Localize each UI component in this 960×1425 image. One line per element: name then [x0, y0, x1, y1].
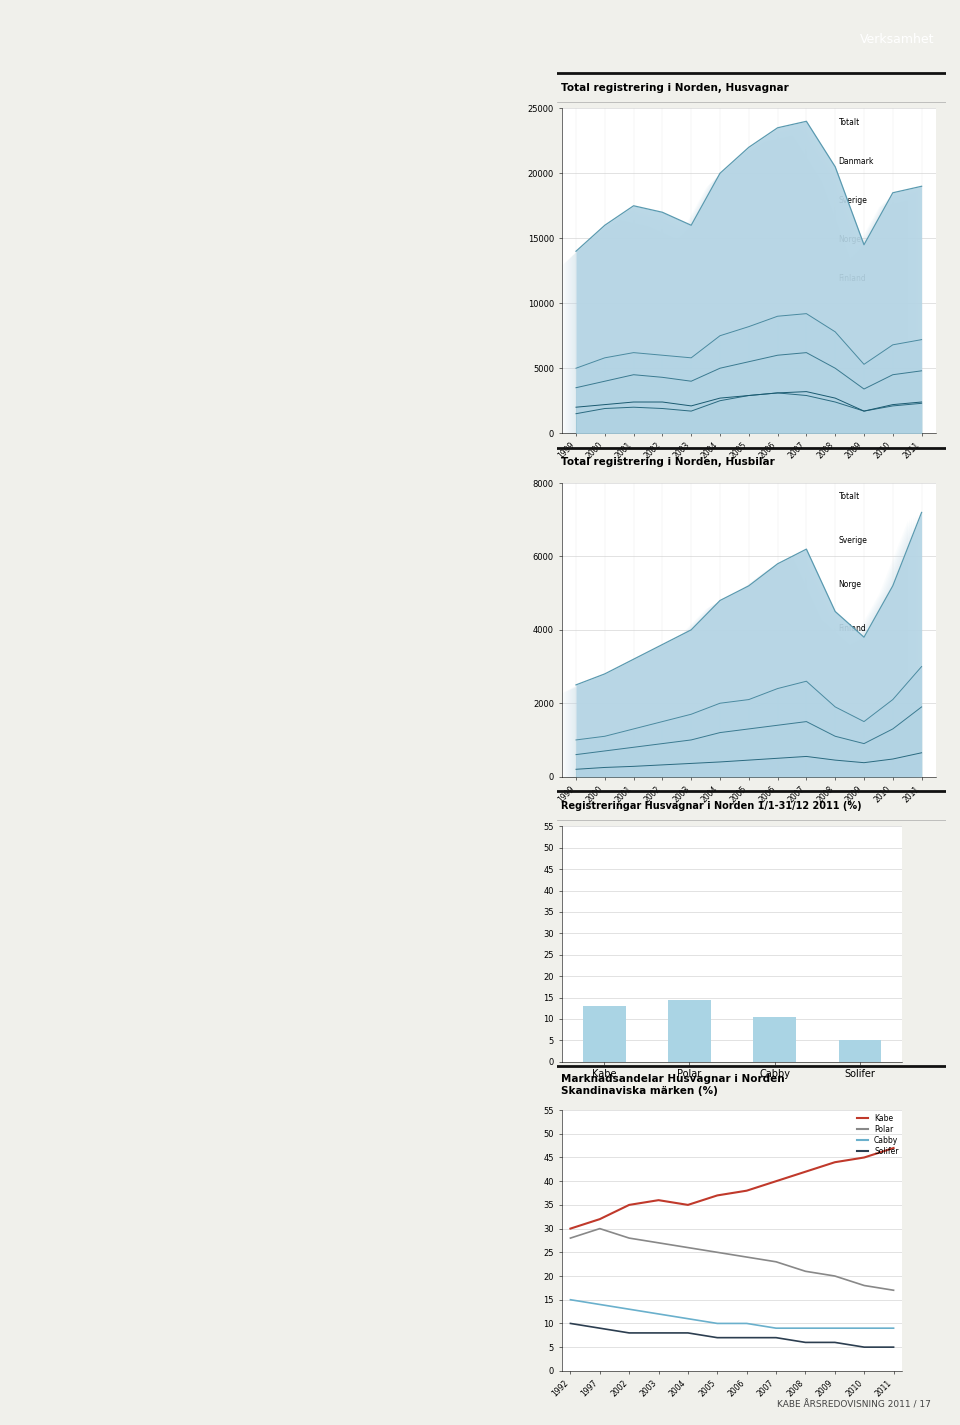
Text: Sverige: Sverige	[839, 197, 868, 205]
Text: Registreringar Husvagnar i Norden 1/1-31/12 2011 (%): Registreringar Husvagnar i Norden 1/1-31…	[561, 801, 861, 811]
Text: Total registrering i Norden, Husvagnar: Total registrering i Norden, Husvagnar	[561, 83, 788, 93]
Text: Marknadsandelar Husvagnar i Norden
Skandinaviska märken (%): Marknadsandelar Husvagnar i Norden Skand…	[561, 1074, 784, 1096]
Text: KABE ÅRSREDOVISNING 2011 / 17: KABE ÅRSREDOVISNING 2011 / 17	[778, 1401, 931, 1409]
Text: Danmark: Danmark	[839, 157, 874, 167]
Text: Totalt: Totalt	[839, 118, 860, 127]
Bar	[754, 1017, 796, 1062]
Text: Totalt: Totalt	[839, 492, 860, 500]
Text: Norge: Norge	[839, 235, 862, 244]
Text: Verksamhet: Verksamhet	[860, 33, 934, 47]
Bar	[838, 1040, 881, 1062]
Legend: Kabe, Polar, Cabby, Solifer: Kabe, Polar, Cabby, Solifer	[856, 1114, 899, 1156]
Text: Total registrering i Norden, Husbilar: Total registrering i Norden, Husbilar	[561, 457, 775, 467]
Bar	[583, 1006, 626, 1062]
Text: Sverige: Sverige	[839, 536, 868, 544]
Text: Finland: Finland	[839, 274, 867, 284]
Bar	[668, 1000, 710, 1062]
Text: Finland: Finland	[839, 624, 867, 633]
Text: Norge: Norge	[839, 580, 862, 589]
